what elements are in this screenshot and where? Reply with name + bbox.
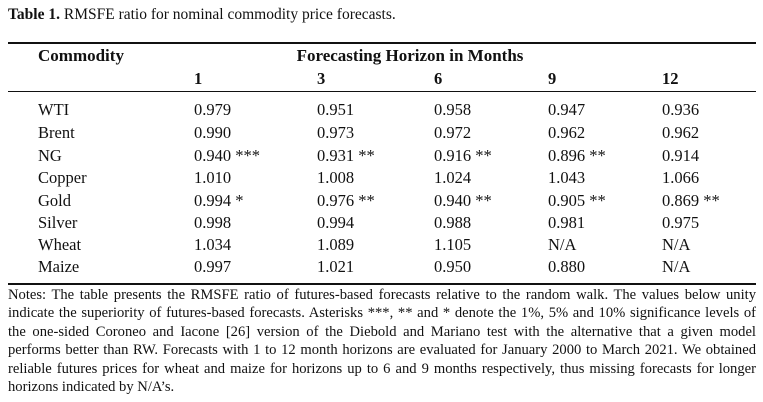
- table-cell: 0.998: [194, 213, 232, 232]
- table-cell: 0.962: [548, 123, 586, 142]
- caption-label: Table 1.: [8, 6, 60, 23]
- table-cell: 0.972: [434, 123, 472, 142]
- table-cell: 1.021: [317, 257, 355, 276]
- table-cell: 0.994: [317, 213, 355, 232]
- commodity-name: NG: [38, 146, 62, 165]
- table-cell: N/A: [662, 235, 691, 254]
- table-row: Copper 1.010 1.008 1.024 1.043 1.066: [0, 167, 763, 189]
- table-cell: 0.994 *: [194, 191, 244, 210]
- table-cell: N/A: [548, 235, 577, 254]
- table-cell: 0.950: [434, 257, 472, 276]
- table-cell: 0.990: [194, 123, 232, 142]
- table-cell: 1.010: [194, 168, 232, 187]
- table-cell: 0.880: [548, 257, 586, 276]
- header-horizon-9: 9: [548, 69, 557, 88]
- header-horizon-title: Forecasting Horizon in Months: [296, 46, 524, 65]
- header-horizon-6: 6: [434, 69, 443, 88]
- table-cell: 0.940 **: [434, 191, 492, 210]
- commodity-name: WTI: [38, 100, 70, 119]
- table-row: Silver 0.998 0.994 0.988 0.981 0.975: [0, 212, 763, 234]
- table-cell: N/A: [662, 257, 691, 276]
- table-cell: 1.043: [548, 168, 586, 187]
- table-cell: 0.962: [662, 123, 700, 142]
- table-row: Brent 0.990 0.973 0.972 0.962 0.962: [0, 122, 763, 144]
- table-cell: 0.896 **: [548, 146, 606, 165]
- header-commodity: Commodity: [38, 46, 124, 65]
- table-cell: 1.008: [317, 168, 355, 187]
- commodity-name: Copper: [38, 168, 87, 187]
- table-cell: 0.973: [317, 123, 355, 142]
- table-cell: 0.976 **: [317, 191, 375, 210]
- table-row: Wheat 1.034 1.089 1.105 N/A N/A: [0, 234, 763, 256]
- table-cell: 0.958: [434, 100, 472, 119]
- table-cell: 0.931 **: [317, 146, 375, 165]
- table-cell: 0.936: [662, 100, 700, 119]
- table-cell: 1.034: [194, 235, 232, 254]
- table-cell: 0.914: [662, 146, 700, 165]
- table-cell: 0.905 **: [548, 191, 606, 210]
- table-cell: 0.975: [662, 213, 700, 232]
- table-cell: 1.066: [662, 168, 700, 187]
- caption-text: RMSFE ratio for nominal commodity price …: [63, 6, 396, 23]
- top-rule: [8, 42, 756, 44]
- table-cell: 0.997: [194, 257, 232, 276]
- table-row: Maize 0.997 1.021 0.950 0.880 N/A: [0, 256, 763, 278]
- table-cell: 1.024: [434, 168, 472, 187]
- commodity-name: Silver: [38, 213, 78, 232]
- header-horizon-12: 12: [662, 69, 679, 88]
- table-cell: 1.105: [434, 235, 472, 254]
- table-cell: 0.947: [548, 100, 586, 119]
- table-cell: 0.981: [548, 213, 586, 232]
- header-horizon-3: 3: [317, 69, 326, 88]
- table-cell: 1.089: [317, 235, 355, 254]
- table-notes: Notes: The table presents the RMSFE rati…: [8, 287, 756, 396]
- table-row: WTI 0.979 0.951 0.958 0.947 0.936: [0, 99, 763, 121]
- commodity-name: Gold: [38, 191, 71, 210]
- commodity-name: Brent: [38, 123, 75, 142]
- bottom-rule: [8, 283, 756, 285]
- table-cell: 0.916 **: [434, 146, 492, 165]
- table-cell: 0.979: [194, 100, 232, 119]
- header-rule: [8, 91, 756, 92]
- table-cell: 0.951: [317, 100, 355, 119]
- header-horizon-1: 1: [194, 69, 203, 88]
- table-cell: 0.988: [434, 213, 472, 232]
- table-row: NG 0.940 *** 0.931 ** 0.916 ** 0.896 ** …: [0, 145, 763, 167]
- table-cell: 0.869 **: [662, 191, 720, 210]
- table-cell: 0.940 ***: [194, 146, 260, 165]
- commodity-name: Maize: [38, 257, 80, 276]
- commodity-name: Wheat: [38, 235, 82, 254]
- table-row: Gold 0.994 * 0.976 ** 0.940 ** 0.905 ** …: [0, 190, 763, 212]
- table-caption: Table 1. RMSFE ratio for nominal commodi…: [8, 5, 396, 25]
